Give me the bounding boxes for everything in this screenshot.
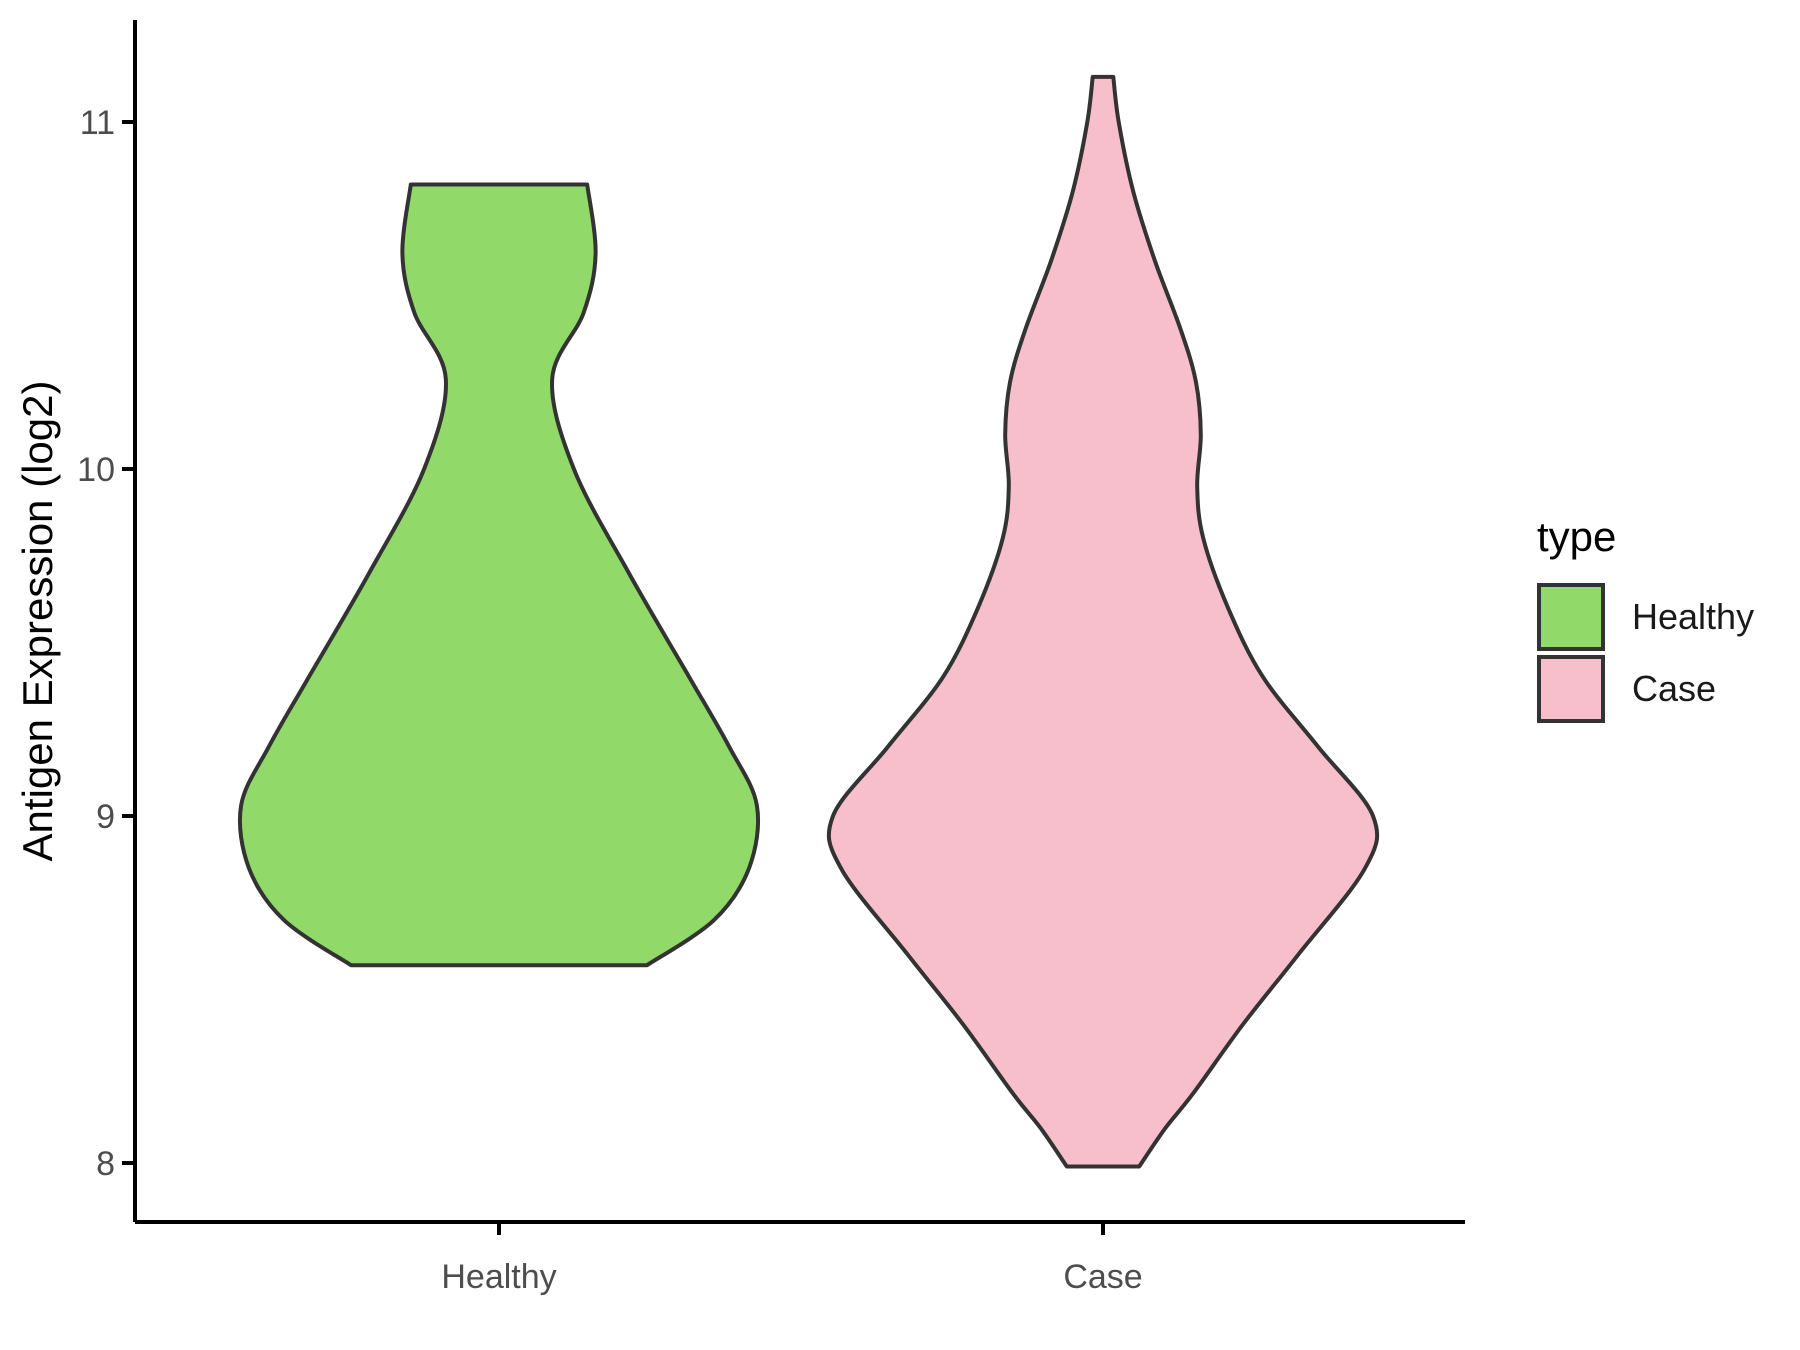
legend-label-healthy: Healthy [1632,596,1755,637]
violin-healthy [237,182,761,968]
x-tick-label-case: Case [1063,1258,1142,1296]
y-axis-title: Antigen Expression (log2) [14,381,61,862]
legend: type Healthy Case [1537,512,1754,727]
x-axis-ticks: Healthy Case [441,1222,1143,1296]
y-tick-label-9: 9 [96,798,115,836]
legend-title: type [1537,513,1617,560]
legend-label-case: Case [1632,668,1717,709]
legend-swatch-healthy-icon [1537,583,1605,651]
legend-entry-healthy: Healthy [1537,583,1754,651]
legend-entry-case: Case [1537,655,1754,723]
y-axis-ticks: 8 9 10 11 [77,104,135,1183]
x-tick-label-healthy: Healthy [441,1258,556,1296]
axes: 8 9 10 11 Healthy Case [77,20,1465,1296]
legend-swatch-case-icon [1537,655,1605,723]
violin-case [826,74,1380,1169]
y-tick-label-11: 11 [80,104,115,142]
y-tick-label-10: 10 [77,451,115,489]
violins [237,74,1380,1169]
y-tick-label-8: 8 [96,1145,115,1183]
